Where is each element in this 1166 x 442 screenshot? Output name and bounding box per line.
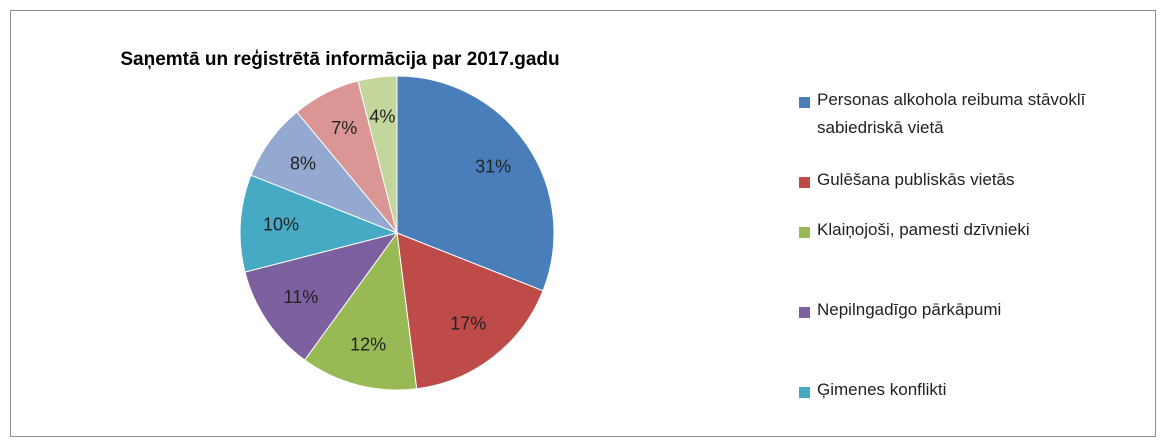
pie-slice bbox=[304, 231, 418, 391]
pie-slice bbox=[357, 75, 398, 234]
data-label: 8% bbox=[290, 153, 316, 173]
legend-label: Ģimenes konflikti bbox=[817, 380, 947, 399]
legend-swatch bbox=[799, 307, 810, 318]
chart-border bbox=[10, 10, 1156, 437]
data-label: 12% bbox=[350, 334, 386, 354]
legend-swatch bbox=[799, 97, 810, 108]
data-label: 4% bbox=[369, 106, 395, 126]
legend-swatch bbox=[799, 387, 810, 398]
data-label: 17% bbox=[450, 314, 486, 334]
legend-label: Gulēšana publiskās vietās bbox=[817, 170, 1015, 189]
data-label: 31% bbox=[475, 156, 511, 176]
pie-slice bbox=[239, 174, 399, 273]
data-label: 7% bbox=[331, 118, 357, 138]
data-label: 10% bbox=[263, 214, 299, 234]
pie-slice bbox=[244, 232, 399, 361]
chart-title: Saņemtā un reģistrētā informācija par 20… bbox=[120, 49, 559, 70]
legend-entry: Nepilngadīgo pārkāpumi bbox=[799, 300, 1092, 324]
legend-entry: Gulēšana publiskās vietās bbox=[799, 170, 1092, 194]
pie-slice bbox=[396, 232, 544, 390]
pie-slice bbox=[396, 75, 555, 292]
legend-label: Personas alkohola reibuma stāvoklī sabie… bbox=[817, 90, 1086, 137]
legend-label: Klaiņojoši, pamesti dzīvnieki bbox=[817, 220, 1030, 239]
legend-label: Nepilngadīgo pārkāpumi bbox=[817, 300, 1002, 319]
legend-swatch bbox=[799, 177, 810, 188]
legend-entry: Ģimenes konflikti bbox=[799, 380, 1092, 404]
legend-entry: Personas alkohola reibuma stāvoklī sabie… bbox=[799, 90, 1092, 142]
legend-entry: Klaiņojoši, pamesti dzīvnieki bbox=[799, 220, 1092, 244]
data-label: 11% bbox=[284, 287, 319, 307]
legend-swatch bbox=[799, 227, 810, 238]
